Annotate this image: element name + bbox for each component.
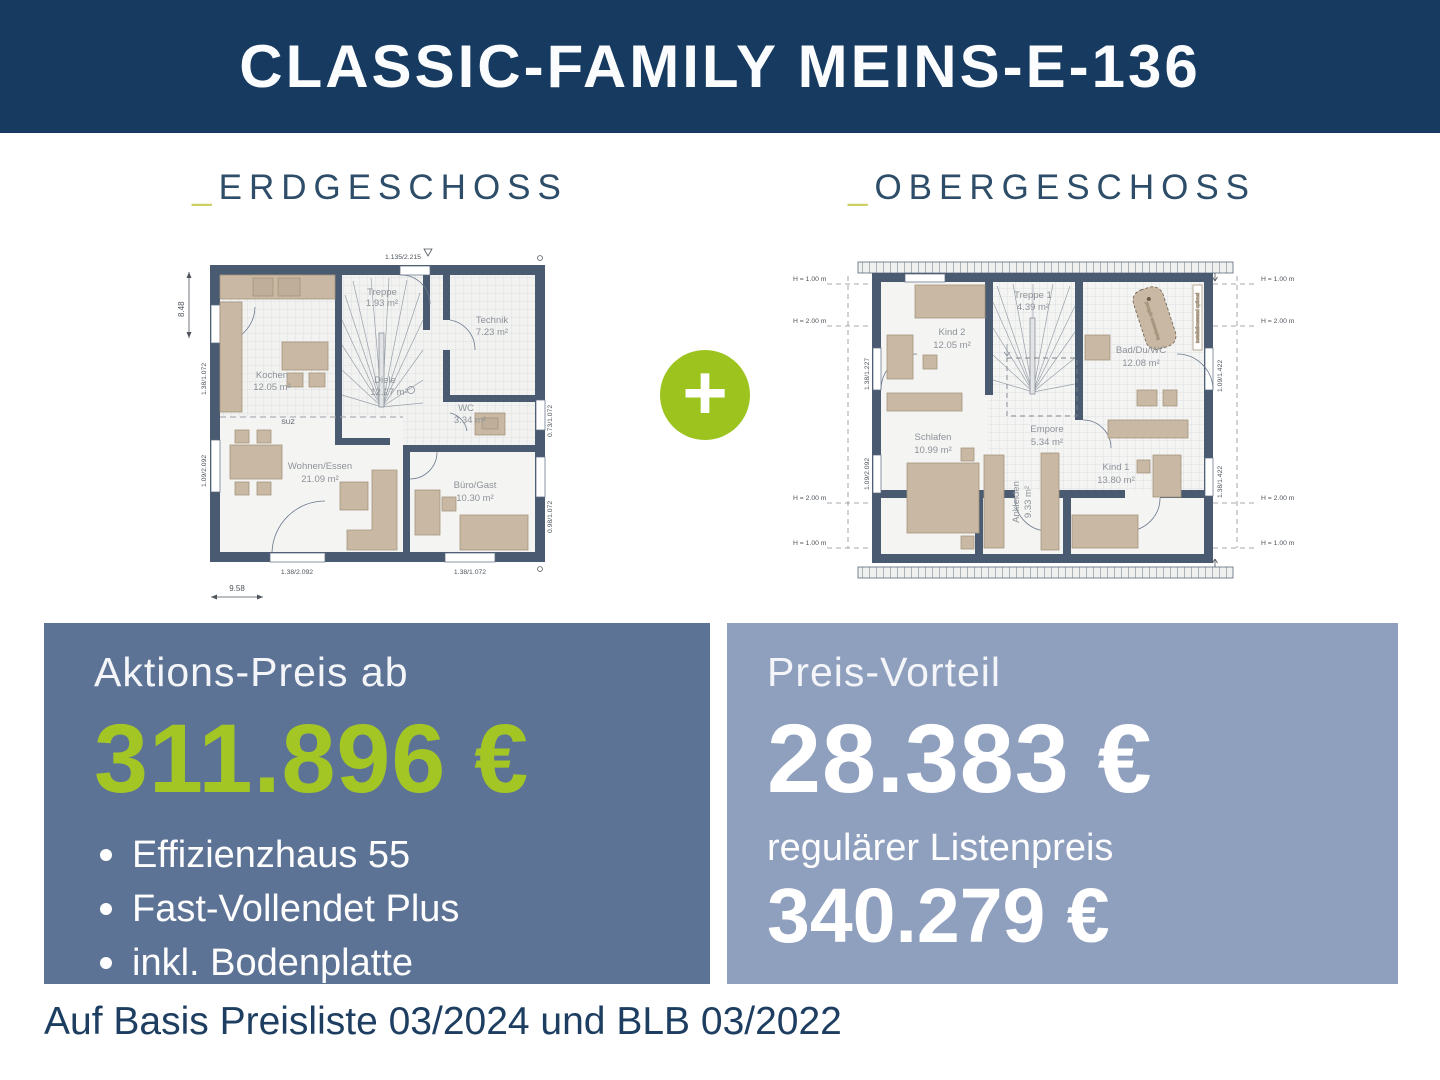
og-stairs bbox=[992, 283, 1076, 395]
price-advantage-box: Preis-Vorteil 28.383 € regulärer Listenp… bbox=[727, 623, 1398, 984]
og-dim-left-upper: 1.38/1.227 bbox=[864, 358, 871, 390]
plus-symbol: + bbox=[682, 348, 728, 436]
eg-room-buero-name: Büro/Gast bbox=[454, 480, 497, 491]
eg-room-technik-name: Technik bbox=[476, 315, 508, 326]
list-price-label: regulärer Listenpreis bbox=[767, 827, 1114, 869]
og-h-left-2: H = 2.00 m bbox=[793, 318, 827, 325]
heading-erdgeschoss: _ERDGESCHOSS bbox=[150, 168, 610, 208]
og-h-left-3: H = 2.00 m bbox=[793, 495, 827, 502]
eg-room-treppe-area: 1.93 m² bbox=[366, 298, 398, 309]
action-price-title: Aktions-Preis ab bbox=[94, 649, 409, 695]
heading-underscore: _ bbox=[192, 168, 219, 207]
eg-furniture bbox=[219, 274, 529, 551]
og-room-kind1-area: 13.80 m² bbox=[1097, 475, 1135, 486]
eg-stairs bbox=[341, 277, 424, 408]
floorplan-erdgeschoss: Treppe 1.93 m² Technik 7.23 m² Kochen 12… bbox=[177, 248, 554, 600]
eg-dim-left-upper: 1.38/1.072 bbox=[201, 363, 208, 395]
eg-room-technik-area: 7.23 m² bbox=[476, 327, 508, 338]
eg-room-wohnen-area: 21.09 m² bbox=[301, 474, 339, 485]
header-bar: CLASSIC-FAMILY MEINS-E-136 bbox=[0, 0, 1440, 133]
og-room-kind2-area: 12.05 m² bbox=[933, 340, 971, 351]
list-price-value: 340.279 € bbox=[767, 873, 1110, 959]
eg-dim-right-lower: 0.98/1.072 bbox=[547, 501, 554, 533]
feature-item: Fast-Vollendet Plus bbox=[94, 883, 690, 937]
plus-icon: + bbox=[660, 350, 750, 440]
eg-dim-width: 9.58 bbox=[229, 584, 245, 593]
eg-label-suz: SUZ bbox=[281, 419, 295, 426]
og-roof-bands bbox=[857, 261, 1234, 579]
og-dim-right-upper: 1.09/1.422 bbox=[1217, 360, 1224, 392]
eg-room-buero-area: 10.30 m² bbox=[456, 493, 494, 504]
og-room-schlafen-name: Schlafen bbox=[915, 432, 952, 443]
og-room-schlafen-area: 10.99 m² bbox=[914, 445, 952, 456]
heading-erdgeschoss-label: ERDGESCHOSS bbox=[218, 168, 568, 207]
eg-dim-right-upper: 0.73/1.072 bbox=[547, 405, 554, 437]
og-h-right-1: H = 1.00 m bbox=[1261, 276, 1295, 283]
og-dim-left-lower: 1.09/2.092 bbox=[864, 458, 871, 490]
og-bathtub-optional: Badewanne optional bbox=[1132, 286, 1177, 350]
og-room-ankleiden-area: 9.33 m² bbox=[1023, 486, 1034, 518]
og-label-installationswand: Installationswand optional bbox=[1195, 293, 1200, 343]
og-furniture: Badewanne optional Installationswand opt… bbox=[886, 284, 1203, 551]
og-room-treppe1-area: 4.39 m² bbox=[1017, 302, 1049, 313]
og-windows bbox=[872, 273, 1214, 497]
eg-room-wc-area: 3.34 m² bbox=[454, 415, 486, 426]
og-dim-right-lower: 1.38/1.422 bbox=[1217, 466, 1224, 498]
page-title: CLASSIC-FAMILY MEINS-E-136 bbox=[239, 33, 1201, 100]
og-h-left-1: H = 1.00 m bbox=[793, 276, 827, 283]
eg-door-marker-icon bbox=[423, 248, 433, 257]
eg-room-kochen-name: Kochen bbox=[256, 370, 288, 381]
eg-room-wohnen-name: Wohnen/Essen bbox=[288, 461, 352, 472]
eg-windows bbox=[210, 265, 546, 563]
og-h-right-3: H = 2.00 m bbox=[1261, 495, 1295, 502]
eg-room-kochen-area: 12.05 m² bbox=[253, 382, 291, 393]
og-h-right-2: H = 2.00 m bbox=[1261, 318, 1295, 325]
advantage-title: Preis-Vorteil bbox=[767, 649, 1002, 695]
eg-dimensions: 1.135/2.215 8.48 1.38/1.072 1.09/2.092 0… bbox=[177, 248, 554, 600]
og-room-treppe1-name: Treppe 1 bbox=[1014, 290, 1052, 301]
footer-note: Auf Basis Preisliste 03/2024 und BLB 03/… bbox=[44, 1000, 842, 1043]
og-empore-outline bbox=[1006, 357, 1078, 417]
feature-item: Effizienzhaus 55 bbox=[94, 829, 690, 883]
eg-dim-height: 8.48 bbox=[177, 301, 186, 317]
eg-room-treppe-name: Treppe bbox=[367, 287, 397, 298]
og-room-bad-name: Bad/Du/WC bbox=[1116, 345, 1166, 356]
eg-room-diele-area: 12.27 m² bbox=[370, 387, 408, 398]
eg-dim-left-lower: 1.09/2.092 bbox=[201, 455, 208, 487]
og-room-kind1-name: Kind 1 bbox=[1103, 462, 1130, 473]
eg-door-arcs bbox=[219, 274, 476, 553]
feature-item: inkl. Bodenplatte bbox=[94, 937, 690, 991]
og-room-kind2-name: Kind 2 bbox=[939, 327, 966, 338]
og-room-empore-area: 5.34 m² bbox=[1031, 437, 1063, 448]
heading-underscore: _ bbox=[847, 168, 875, 207]
og-h-left-4: H = 1.00 m bbox=[793, 540, 827, 547]
advantage-value: 28.383 € bbox=[767, 704, 1153, 813]
eg-dim-bottom-left: 1.38/2.092 bbox=[281, 569, 313, 576]
eg-dim-bottom-right: 1.38/1.072 bbox=[454, 569, 486, 576]
og-room-empore-name: Empore bbox=[1030, 424, 1063, 435]
og-room-ankleiden-name: Ankleiden bbox=[1011, 481, 1022, 523]
floorplan-obergeschoss: H = 1.00 m H = 2.00 m H = 2.00 m H = 1.0… bbox=[793, 261, 1295, 579]
action-price-box: Aktions-Preis ab 311.896 € Effizienzhaus… bbox=[44, 623, 710, 984]
og-dimensions: 1.38/1.227 1.09/2.092 1.09/1.422 1.38/1.… bbox=[864, 358, 1224, 498]
eg-room-diele-name: Diele bbox=[374, 375, 396, 386]
og-height-labels: H = 1.00 m H = 2.00 m H = 2.00 m H = 1.0… bbox=[793, 276, 1295, 547]
heading-obergeschoss: _OBERGESCHOSS bbox=[822, 168, 1282, 208]
og-h-right-4: H = 1.00 m bbox=[1261, 540, 1295, 547]
action-price-value: 311.896 € bbox=[94, 704, 530, 813]
eg-dim-top-door: 1.135/2.215 bbox=[385, 254, 421, 261]
og-room-bad-area: 12.08 m² bbox=[1122, 358, 1160, 369]
heading-obergeschoss-label: OBERGESCHOSS bbox=[874, 168, 1257, 207]
action-feature-list: Effizienzhaus 55 Fast-Vollendet Plus ink… bbox=[94, 829, 690, 991]
eg-room-wc-name: WC bbox=[458, 403, 474, 414]
